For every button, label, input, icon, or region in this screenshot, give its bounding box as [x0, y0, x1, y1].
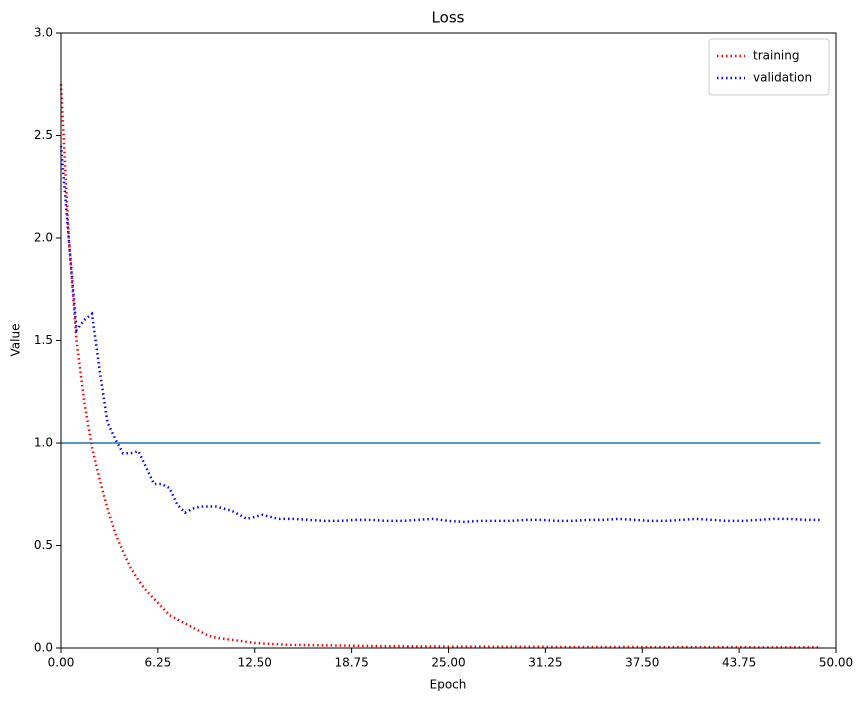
legend-box: [708, 38, 830, 96]
y-tick-label: 0.5: [34, 538, 53, 552]
legend-label: training: [753, 49, 800, 63]
x-tick-label: 43.75: [722, 656, 756, 670]
y-tick-label: 2.0: [34, 231, 53, 245]
x-tick-label: 50.00: [819, 656, 853, 670]
x-axis-label: Epoch: [430, 678, 467, 692]
x-tick-label: 0.00: [48, 656, 75, 670]
legend-label: validation: [753, 71, 812, 85]
x-tick-label: 37.50: [625, 656, 659, 670]
y-tick-label: 3.0: [34, 26, 53, 40]
x-tick-label: 18.75: [334, 656, 368, 670]
x-tick-label: 31.25: [528, 656, 562, 670]
series-line: [59, 145, 821, 524]
y-tick-label: 0.0: [34, 641, 53, 655]
y-tick-label: 1.0: [34, 436, 53, 450]
plot-frame: [60, 32, 837, 649]
x-tick-label: 12.50: [238, 656, 272, 670]
y-tick-label: 2.5: [34, 128, 53, 142]
y-tick-label: 1.5: [34, 333, 53, 347]
chart-title: Loss: [432, 9, 465, 27]
legend: training validation: [708, 38, 830, 96]
x-tick-label: 6.25: [145, 656, 172, 670]
y-axis-label: Value: [9, 324, 23, 357]
x-tick-label: 25.00: [431, 656, 465, 670]
series-line: [59, 84, 821, 649]
